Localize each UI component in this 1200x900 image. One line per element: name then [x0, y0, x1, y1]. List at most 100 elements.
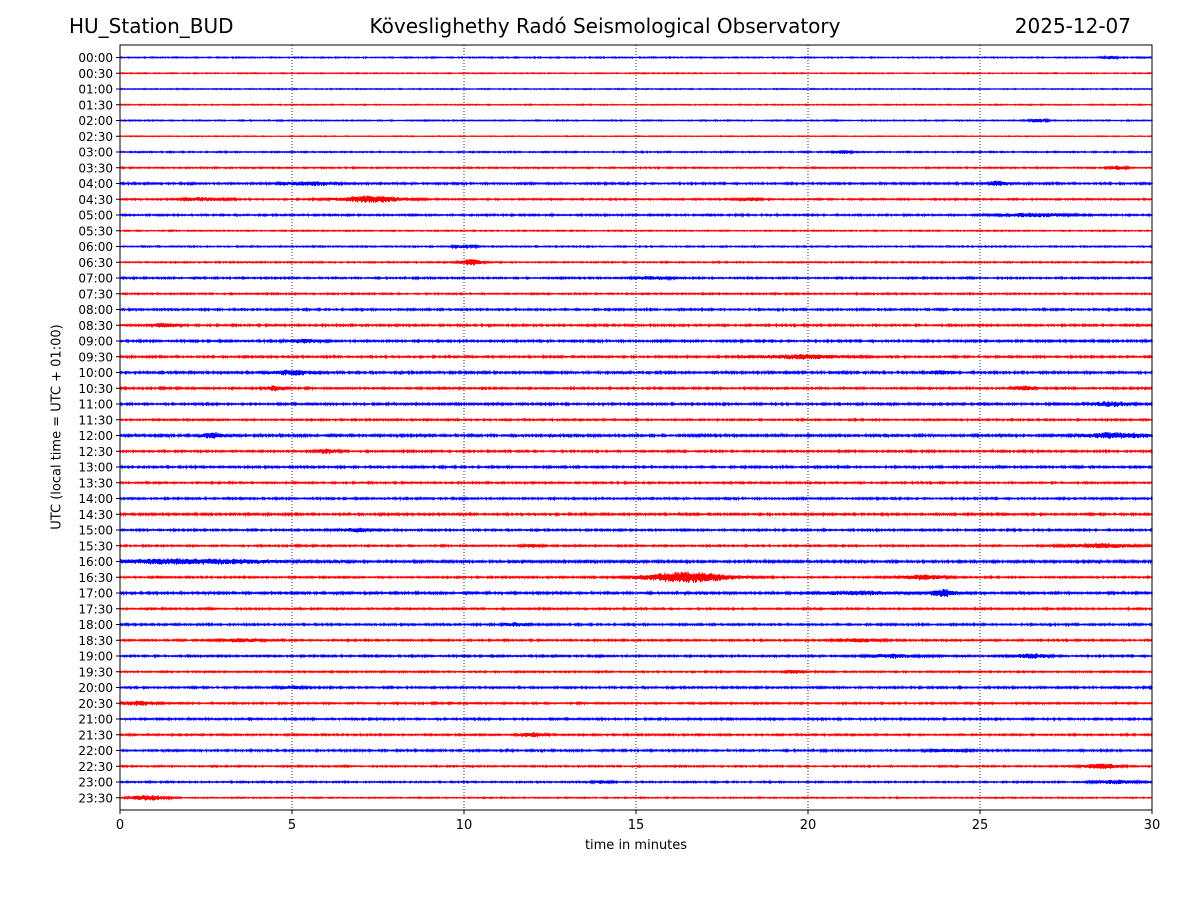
- y-tick-label: 18:30: [78, 634, 113, 648]
- y-tick-label: 11:30: [78, 413, 113, 427]
- seismic-traces: [119, 54, 1153, 801]
- y-tick-label: 01:30: [78, 98, 113, 112]
- trace-2230: [119, 763, 1153, 770]
- y-tick-label: 23:30: [78, 791, 113, 805]
- y-tick-label: 10:30: [78, 382, 113, 396]
- y-tick-label: 23:00: [78, 776, 113, 790]
- y-tick-label: 04:30: [78, 193, 113, 207]
- y-tick-label: 03:00: [78, 146, 113, 160]
- y-tick-label: 18:00: [78, 618, 113, 632]
- trace-0430: [119, 195, 1153, 203]
- trace-1630: [119, 571, 1153, 584]
- trace-0530: [119, 228, 1153, 233]
- y-tick-label: 05:30: [78, 224, 113, 238]
- trace-0130: [119, 103, 1153, 107]
- y-tick-label: 21:00: [78, 713, 113, 727]
- trace-2100: [119, 715, 1153, 722]
- y-tick-label: 12:00: [78, 429, 113, 443]
- y-tick-label: 00:00: [78, 51, 113, 65]
- trace-1530: [119, 542, 1153, 549]
- y-tick-label: 21:30: [78, 728, 113, 742]
- trace-2030: [119, 700, 1153, 707]
- x-tick-label: 20: [800, 818, 817, 833]
- y-tick-label: 15:00: [78, 524, 113, 538]
- trace-0930: [119, 353, 1153, 360]
- x-tick-label: 5: [288, 818, 296, 833]
- trace-0000: [119, 54, 1153, 61]
- y-tick-label: 19:30: [78, 665, 113, 679]
- trace-2000: [119, 684, 1153, 691]
- trace-1130: [119, 417, 1153, 423]
- y-tick-label: 13:30: [78, 476, 113, 490]
- trace-1000: [119, 369, 1153, 376]
- trace-1830: [119, 637, 1153, 644]
- y-tick-label: 22:00: [78, 744, 113, 758]
- trace-0330: [119, 164, 1153, 171]
- y-tick-label: 09:30: [78, 350, 113, 364]
- trace-0200: [119, 117, 1153, 124]
- grid-lines: [291, 45, 981, 810]
- trace-2200: [119, 747, 1153, 754]
- trace-1500: [119, 526, 1153, 533]
- trace-0030: [119, 71, 1153, 75]
- y-axis-label: UTC (local time = UTC + 01:00): [49, 324, 65, 530]
- trace-2300: [119, 778, 1153, 786]
- trace-1800: [119, 621, 1153, 628]
- trace-1100: [119, 400, 1153, 408]
- trace-1030: [119, 385, 1153, 392]
- x-axis-ticks: 0 5 10 15 20 25 30: [116, 810, 1160, 833]
- y-tick-label: 00:30: [78, 67, 113, 81]
- y-tick-label: 05:00: [78, 209, 113, 223]
- y-tick-label: 09:00: [78, 335, 113, 349]
- trace-2330: [119, 794, 1153, 801]
- y-tick-label: 08:30: [78, 319, 113, 333]
- trace-1330: [119, 480, 1153, 486]
- y-tick-label: 16:00: [78, 555, 113, 569]
- trace-1200: [119, 431, 1153, 439]
- y-tick-label: 03:30: [78, 161, 113, 175]
- y-tick-label: 22:30: [78, 760, 113, 774]
- y-tick-label: 14:00: [78, 492, 113, 506]
- y-tick-label: 12:30: [78, 445, 113, 459]
- trace-0630: [119, 258, 1153, 266]
- y-tick-label: 16:30: [78, 571, 113, 585]
- x-tick-label: 25: [972, 818, 989, 833]
- y-tick-label: 07:30: [78, 287, 113, 301]
- trace-1730: [119, 606, 1153, 612]
- y-tick-label: 08:00: [78, 303, 113, 317]
- x-tick-label: 0: [116, 818, 124, 833]
- y-tick-label: 06:30: [78, 256, 113, 270]
- trace-1400: [119, 495, 1153, 502]
- x-tick-label: 10: [456, 818, 473, 833]
- trace-1900: [119, 652, 1153, 660]
- trace-0730: [119, 291, 1153, 297]
- chart-date: 2025-12-07: [1014, 14, 1131, 38]
- x-tick-label: 15: [628, 818, 645, 833]
- trace-0830: [119, 322, 1153, 329]
- y-tick-label: 17:00: [78, 587, 113, 601]
- y-tick-label: 11:00: [78, 398, 113, 412]
- y-tick-label: 01:00: [78, 83, 113, 97]
- y-tick-label: 02:00: [78, 114, 113, 128]
- y-tick-label: 06:00: [78, 240, 113, 254]
- trace-1430: [119, 511, 1153, 518]
- trace-0700: [119, 275, 1153, 282]
- trace-0500: [119, 212, 1153, 219]
- trace-0300: [119, 149, 1153, 155]
- trace-1930: [119, 669, 1153, 675]
- station-name: HU_Station_BUD: [69, 14, 234, 38]
- trace-0100: [119, 87, 1153, 91]
- trace-0600: [119, 243, 1153, 250]
- y-tick-label: 07:00: [78, 272, 113, 286]
- y-tick-label: 02:30: [78, 130, 113, 144]
- y-tick-label: 14:30: [78, 508, 113, 522]
- trace-0800: [119, 306, 1153, 313]
- trace-0900: [119, 337, 1153, 345]
- y-tick-label: 19:00: [78, 650, 113, 664]
- y-tick-label: 15:30: [78, 539, 113, 553]
- x-tick-label: 30: [1144, 818, 1161, 833]
- y-tick-label: 17:30: [78, 602, 113, 616]
- y-tick-label: 13:00: [78, 461, 113, 475]
